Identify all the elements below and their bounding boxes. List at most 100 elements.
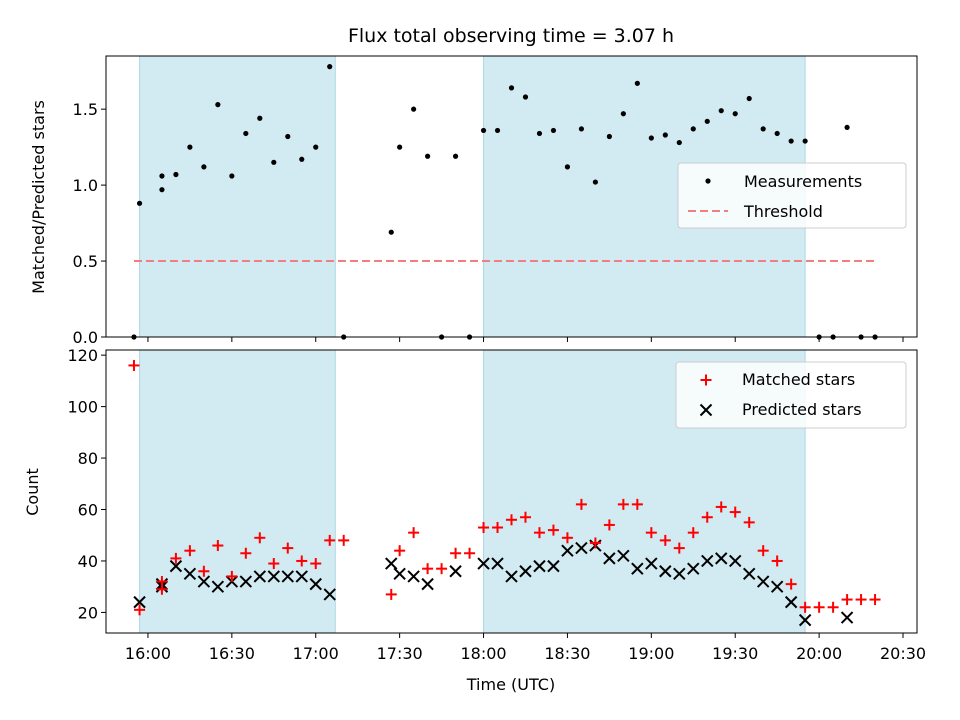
predicted-point-stroke bbox=[770, 580, 784, 593]
matched-point bbox=[855, 594, 867, 606]
predicted-point-stroke bbox=[798, 613, 812, 627]
predicted-point-stroke bbox=[295, 570, 308, 583]
matched-point bbox=[869, 594, 881, 606]
matched-point bbox=[296, 555, 308, 567]
predicted-point-stroke bbox=[253, 570, 267, 583]
matched-point bbox=[212, 540, 224, 552]
matched-point bbox=[841, 594, 853, 606]
measurement-point bbox=[187, 144, 193, 150]
predicted-point-stroke bbox=[239, 575, 253, 588]
matched-point bbox=[799, 601, 811, 613]
matched-point bbox=[715, 501, 727, 513]
predicted-point-stroke bbox=[309, 577, 322, 591]
matched-point bbox=[813, 601, 825, 613]
predicted-point-stroke bbox=[385, 557, 398, 570]
predicted-point-stroke bbox=[659, 565, 672, 578]
y-tick-label: 1.5 bbox=[73, 100, 98, 119]
legend-matched-label: Matched stars bbox=[742, 370, 855, 389]
predicted-point bbox=[519, 565, 532, 578]
matched-point bbox=[575, 498, 587, 510]
measurement-point bbox=[229, 173, 235, 179]
predicted-point bbox=[631, 562, 644, 575]
measurement-point bbox=[159, 173, 165, 179]
matched-point bbox=[506, 514, 517, 526]
measurement-point bbox=[802, 138, 808, 144]
matched-points bbox=[128, 359, 881, 616]
measurement-point bbox=[676, 139, 682, 146]
shaded-interval bbox=[139, 56, 336, 337]
measurement-point bbox=[522, 94, 529, 100]
measurement-point bbox=[159, 187, 165, 193]
measurement-point bbox=[844, 124, 850, 130]
bottom-panel: 20 40 60 80 100 120 16:00 16:30 17:00 17:30 18:00… bbox=[23, 346, 926, 694]
predicted-point-stroke bbox=[840, 611, 854, 624]
predicted-point-stroke bbox=[756, 575, 770, 588]
measurement-point bbox=[480, 127, 487, 134]
matched-point bbox=[170, 552, 182, 564]
measurement-point bbox=[788, 138, 794, 144]
predicted-point bbox=[477, 557, 490, 570]
measurement-point bbox=[136, 200, 143, 206]
measurement-point bbox=[746, 95, 752, 102]
predicted-point-stroke bbox=[575, 541, 588, 555]
predicted-point bbox=[449, 565, 462, 578]
predicted-point bbox=[393, 567, 406, 581]
predicted-point-stroke bbox=[519, 565, 532, 578]
matched-point bbox=[268, 558, 280, 570]
predicted-point-stroke bbox=[183, 567, 197, 581]
predicted-point bbox=[659, 565, 672, 578]
x-tick-label: 16:00 bbox=[125, 644, 171, 663]
matched-point bbox=[603, 519, 615, 531]
matched-point bbox=[645, 527, 657, 539]
predicted-point-stroke bbox=[701, 554, 714, 568]
predicted-point bbox=[505, 570, 518, 583]
x-tick-label: 20:00 bbox=[796, 644, 842, 663]
x-tick-label: 17:00 bbox=[293, 644, 339, 663]
measurement-point bbox=[606, 133, 612, 140]
predicted-point bbox=[617, 549, 630, 563]
matched-point bbox=[631, 498, 643, 510]
matched-point bbox=[659, 534, 671, 546]
predicted-point bbox=[770, 580, 784, 593]
predicted-point bbox=[715, 552, 728, 565]
measurement-point bbox=[494, 127, 501, 134]
bottom-shaded-intervals bbox=[139, 350, 806, 633]
matched-point bbox=[422, 563, 434, 575]
x-tick-label: 20:30 bbox=[880, 644, 926, 663]
predicted-point bbox=[547, 559, 560, 573]
measurement-point bbox=[397, 144, 403, 150]
y-tick-label: 40 bbox=[78, 552, 98, 571]
predicted-point-stroke bbox=[561, 544, 574, 557]
y-tick-label: 60 bbox=[78, 501, 98, 520]
x-tick-label: 19:00 bbox=[628, 644, 674, 663]
matched-point bbox=[547, 524, 559, 536]
matched-point bbox=[533, 527, 545, 539]
matched-point bbox=[310, 558, 322, 570]
predicted-point-stroke bbox=[673, 567, 686, 581]
predicted-point bbox=[169, 559, 183, 573]
predicted-point-stroke bbox=[197, 575, 211, 588]
matched-point bbox=[478, 522, 490, 534]
measurement-point bbox=[592, 179, 598, 185]
matched-point bbox=[561, 532, 573, 544]
predicted-point bbox=[491, 557, 504, 570]
predicted-point bbox=[742, 567, 756, 581]
measurement-point bbox=[774, 130, 780, 137]
bottom-y-ticks: 20 40 60 80 100 120 bbox=[67, 346, 106, 622]
predicted-point-stroke bbox=[267, 570, 281, 583]
predicted-point-stroke bbox=[729, 554, 742, 568]
predicted-point bbox=[211, 580, 225, 593]
top-x-ticks bbox=[147, 337, 904, 342]
matched-point bbox=[134, 604, 146, 616]
predicted-point-stroke bbox=[742, 567, 756, 581]
predicted-point bbox=[295, 570, 308, 583]
measurement-point bbox=[704, 118, 710, 124]
matched-point bbox=[701, 511, 713, 523]
legend-threshold-label: Threshold bbox=[743, 202, 823, 221]
top-legend-box bbox=[677, 162, 907, 229]
predicted-point bbox=[575, 541, 588, 555]
predicted-point bbox=[239, 575, 253, 588]
matched-point bbox=[729, 506, 741, 518]
measurement-point bbox=[313, 144, 319, 150]
predicted-point bbox=[729, 554, 742, 568]
